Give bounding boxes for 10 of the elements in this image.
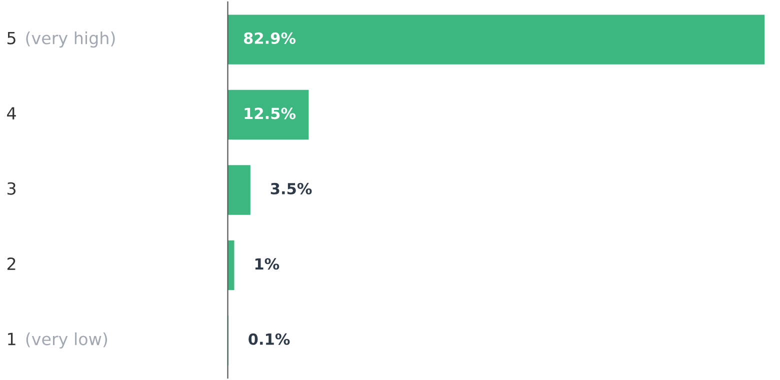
y-tick-label: 5 (very high) xyxy=(8,31,115,48)
y-tick-label: 3 xyxy=(8,182,16,195)
y-tick-label: 2 xyxy=(7,257,16,270)
data-label: 0.1% xyxy=(248,333,290,345)
y-tick-label: 1 (very low) xyxy=(8,332,108,349)
data-label: 3.5% xyxy=(270,182,312,194)
data-label: 82.9% xyxy=(244,32,296,44)
data-label: 1% xyxy=(255,258,280,270)
data-label: 12.5% xyxy=(244,108,296,120)
y-tick-label: 4 xyxy=(7,107,16,120)
